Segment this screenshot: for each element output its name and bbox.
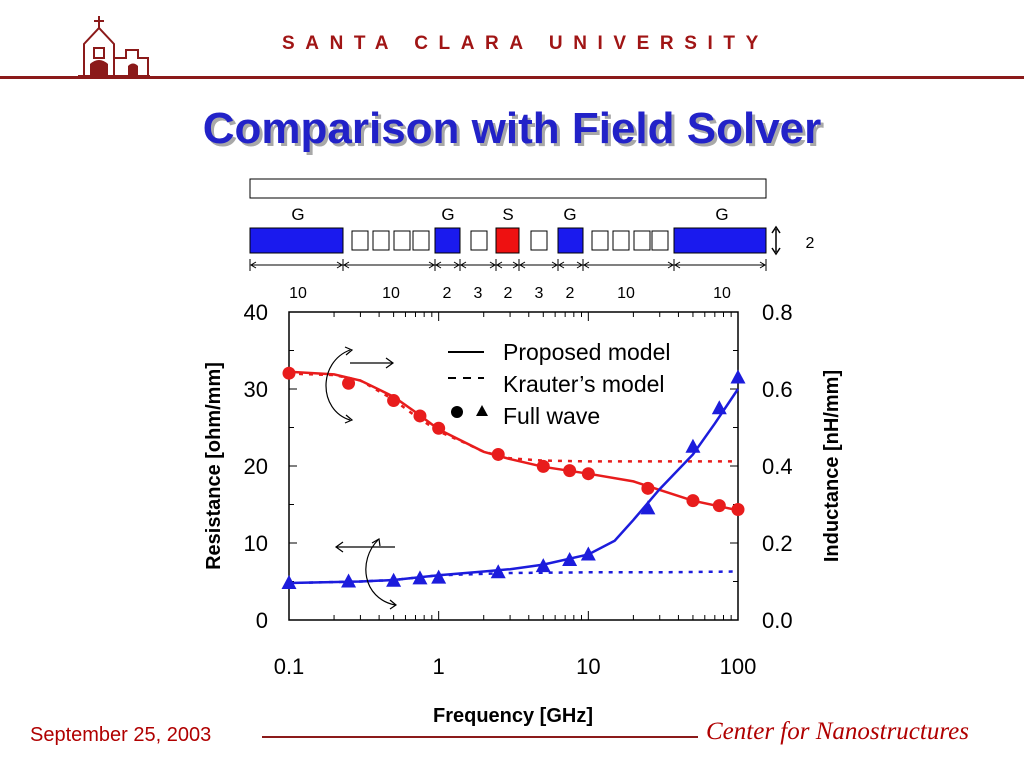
rotation-arrow-resistance-icon: [334, 538, 398, 610]
label-g-right: G: [715, 205, 728, 224]
spacing-label: 10: [617, 285, 635, 302]
x-axis-label: Frequency [GHz]: [433, 705, 593, 727]
x-tick-label: 1: [433, 654, 445, 679]
fullwave-resistance-marker: [342, 376, 356, 390]
fullwave-inductance-marker: [711, 400, 727, 415]
y-right-tick-label: 0.0: [762, 608, 793, 633]
y-right-tick-label: 0.4: [762, 454, 793, 479]
placeholder-glyph-boxes: [351, 230, 669, 251]
ticks-layer: 0.1 1 10 100 0 10 20 30 40 0.0 0.2 0.4 0.6 0.8: [244, 300, 793, 679]
y-left-tick-label: 20: [244, 454, 268, 479]
signal-conductor: [495, 227, 520, 254]
fullwave-inductance-marker: [640, 500, 656, 515]
legend-triangle-marker: [476, 405, 488, 416]
height-label: 2: [806, 235, 815, 252]
fullwave-resistance-marker: [686, 494, 700, 508]
fullwave-resistance-marker: [536, 459, 550, 473]
ground-conductor-right: [673, 227, 767, 254]
spacing-label: 2: [443, 285, 452, 302]
krauter-model-line: [288, 372, 738, 463]
fullwave-resistance-marker: [581, 467, 595, 481]
reference-plane: [249, 178, 767, 199]
fullwave-resistance-marker: [387, 394, 401, 408]
fullwave-resistance-marker: [282, 366, 296, 380]
x-tick-label: 0.1: [274, 654, 305, 679]
series-layer: [281, 366, 746, 590]
legend-circle-marker: [451, 406, 463, 418]
fullwave-inductance-marker: [730, 369, 746, 384]
spacing-label: 3: [535, 285, 544, 302]
spacing-label: 2: [566, 285, 575, 302]
footer-date: September 25, 2003: [30, 724, 212, 746]
fullwave-resistance-marker: [712, 499, 726, 513]
fullwave-resistance-marker: [641, 481, 655, 495]
fullwave-inductance-marker: [580, 546, 596, 561]
fullwave-inductance-marker: [490, 564, 506, 579]
y-left-tick-label: 30: [244, 377, 268, 402]
fullwave-resistance-marker: [432, 421, 446, 435]
x-tick-label: 100: [720, 654, 757, 679]
footer-rule: [262, 736, 698, 738]
y-left-tick-label: 0: [256, 608, 268, 633]
fullwave-inductance-marker: [562, 551, 578, 566]
legend-proposed-label: Proposed model: [503, 339, 671, 365]
y-axis-right-label: Inductance [nH/mm]: [821, 370, 843, 562]
label-s: S: [502, 205, 513, 224]
rotation-arrow-inductance-icon: [325, 346, 395, 424]
fullwave-inductance-marker: [386, 572, 402, 587]
label-g-inner-right: G: [563, 205, 576, 224]
spacing-label: 10: [289, 285, 307, 302]
fullwave-inductance-marker: [412, 570, 428, 585]
spacing-label: 3: [474, 285, 483, 302]
spacing-label: 10: [713, 285, 731, 302]
y-left-tick-label: 10: [244, 531, 268, 556]
university-name: SANTA CLARA UNIVERSITY: [282, 33, 769, 54]
y-left-tick-label: 40: [244, 300, 268, 325]
spacing-label: 2: [504, 285, 513, 302]
ground-conductor-left: [249, 227, 344, 254]
label-g-left: G: [291, 205, 304, 224]
slide-title: Comparison with Field Solver: [202, 104, 822, 153]
fullwave-inductance-marker: [535, 558, 551, 573]
y-axis-left-label: Resistance [ohm/mm]: [203, 362, 225, 570]
fullwave-inductance-marker: [431, 569, 447, 584]
fullwave-resistance-marker: [731, 503, 745, 517]
y-right-tick-label: 0.2: [762, 531, 793, 556]
fullwave-resistance-marker: [563, 464, 577, 478]
spacing-label: 10: [382, 285, 400, 302]
fullwave-resistance-marker: [413, 409, 427, 423]
fullwave-inductance-marker: [685, 438, 701, 453]
legend-fullwave-label: Full wave: [503, 403, 600, 429]
ground-conductor-inner-right: [557, 227, 584, 254]
footer-center-name: Center for Nanostructures: [706, 718, 969, 745]
y-right-tick-label: 0.8: [762, 300, 793, 325]
fullwave-inductance-marker: [341, 573, 357, 588]
label-g-inner-left: G: [441, 205, 454, 224]
spacing-arrows: [249, 259, 767, 271]
fullwave-inductance-marker: [281, 575, 297, 590]
legend: Proposed model Krauter’s model Full wave: [448, 339, 671, 429]
header-rule: [0, 76, 1024, 79]
ground-conductor-inner-left: [434, 227, 461, 254]
x-tick-label: 10: [576, 654, 600, 679]
height-arrow-icon: [771, 225, 781, 256]
y-right-tick-label: 0.6: [762, 377, 793, 402]
legend-krauter-label: Krauter’s model: [503, 371, 665, 397]
fullwave-resistance-marker: [491, 447, 505, 461]
